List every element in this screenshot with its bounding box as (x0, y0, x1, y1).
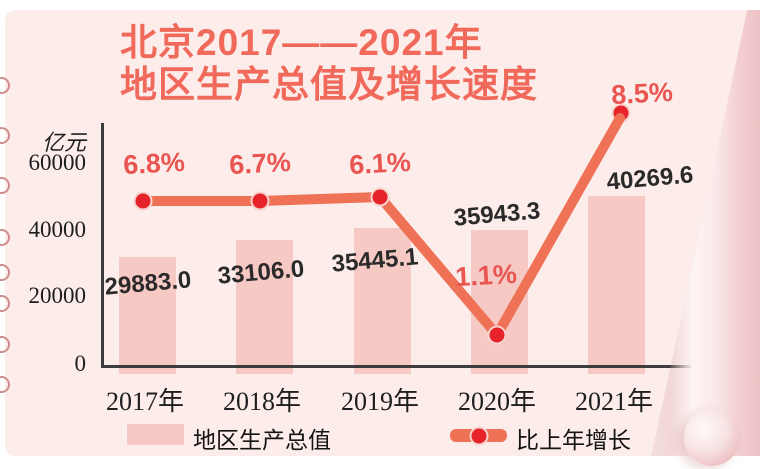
y-tick-label: 0 (74, 351, 87, 376)
growth-value-label: 6.1% (348, 146, 412, 181)
binder-ring-icon (0, 336, 10, 353)
x-axis-label: 2017年 (105, 387, 185, 416)
y-axis-unit-label: 亿元 (41, 130, 86, 155)
binder-ring-icon (0, 77, 10, 94)
growth-value-label: 6.7% (228, 146, 292, 181)
chart-title-line-1: 北京2017——2021年 (120, 22, 483, 63)
x-axis-label: 2021年 (574, 387, 654, 416)
binder-ring-icon (0, 127, 10, 144)
bar (587, 196, 645, 374)
bar (470, 230, 528, 374)
chart-title-line-2: 地区生产总值及增长速度 (120, 64, 538, 105)
x-axis-label: 2018年 (222, 387, 302, 416)
binder-ring-icon (0, 295, 10, 312)
x-axis-line (101, 365, 700, 368)
legend-line-swatch (450, 426, 507, 445)
growth-value-label: 8.5% (610, 76, 674, 111)
y-tick-label: 20000 (28, 283, 87, 308)
legend-bar-label: 地区生产总值 (193, 428, 331, 453)
legend-line-dot-icon (469, 426, 488, 445)
legend-bar-swatch (127, 424, 184, 445)
binder-ring-icon (0, 229, 10, 246)
chart-title: 北京2017——2021年 地区生产总值及增长速度 (120, 22, 538, 106)
binder-ring-icon (0, 177, 10, 194)
binder-ring-icon (0, 376, 10, 393)
page-curl-roll (684, 408, 740, 466)
y-axis-line (101, 123, 104, 368)
growth-value-label: 1.1% (454, 258, 518, 293)
x-axis-label: 2019年 (340, 387, 420, 416)
y-tick-label: 60000 (28, 150, 87, 175)
x-axis-label: 2020年 (457, 387, 537, 416)
binder-ring-icon (0, 264, 10, 281)
legend-line-label: 比上年增长 (516, 428, 631, 453)
growth-value-label: 6.8% (122, 146, 186, 181)
y-tick-label: 40000 (28, 217, 87, 242)
